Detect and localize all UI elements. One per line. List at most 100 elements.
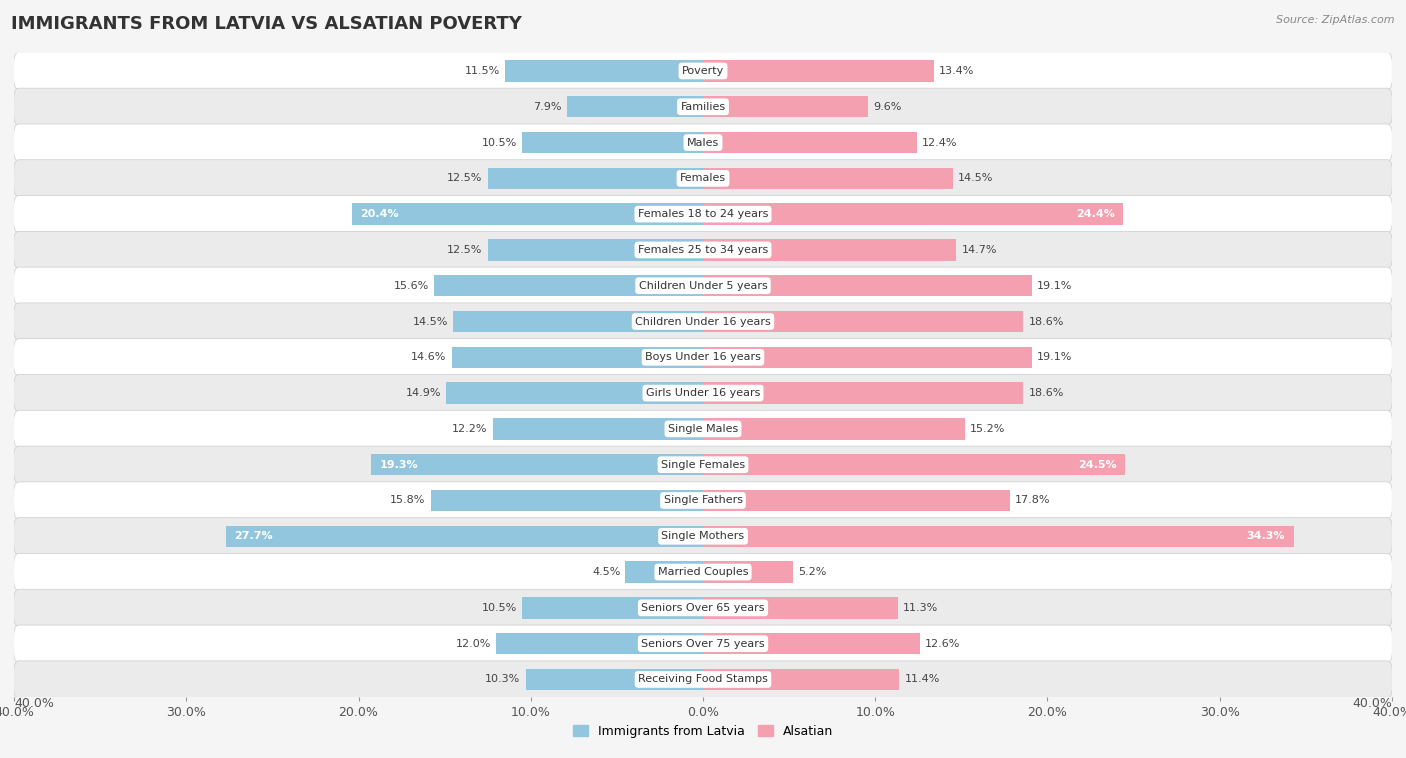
Bar (567, 96, 703, 117)
Text: 4.5%: 4.5% (592, 567, 620, 577)
FancyBboxPatch shape (14, 410, 1392, 447)
Text: 14.5%: 14.5% (957, 174, 993, 183)
Bar (522, 597, 703, 619)
FancyBboxPatch shape (14, 374, 1392, 412)
Bar (703, 525, 1294, 547)
FancyBboxPatch shape (14, 124, 1392, 161)
Bar (703, 132, 917, 153)
Text: Families: Families (681, 102, 725, 111)
Text: 15.2%: 15.2% (970, 424, 1005, 434)
Legend: Immigrants from Latvia, Alsatian: Immigrants from Latvia, Alsatian (568, 719, 838, 743)
Text: Single Females: Single Females (661, 459, 745, 470)
Bar (226, 525, 703, 547)
Text: 27.7%: 27.7% (235, 531, 273, 541)
Text: Poverty: Poverty (682, 66, 724, 76)
FancyBboxPatch shape (14, 625, 1392, 662)
Text: IMMIGRANTS FROM LATVIA VS ALSATIAN POVERTY: IMMIGRANTS FROM LATVIA VS ALSATIAN POVER… (11, 15, 522, 33)
Text: Males: Males (688, 137, 718, 148)
Text: 12.6%: 12.6% (925, 639, 960, 649)
Text: 12.0%: 12.0% (456, 639, 491, 649)
Text: 15.8%: 15.8% (391, 496, 426, 506)
Text: 40.0%: 40.0% (14, 697, 53, 710)
FancyBboxPatch shape (14, 88, 1392, 125)
FancyBboxPatch shape (14, 553, 1392, 590)
Text: Females 18 to 24 years: Females 18 to 24 years (638, 209, 768, 219)
Text: 14.6%: 14.6% (411, 352, 446, 362)
FancyBboxPatch shape (14, 196, 1392, 233)
FancyBboxPatch shape (14, 267, 1392, 304)
Text: Females 25 to 34 years: Females 25 to 34 years (638, 245, 768, 255)
Bar (703, 346, 1032, 368)
Text: 17.8%: 17.8% (1015, 496, 1050, 506)
Bar (703, 60, 934, 82)
Bar (505, 60, 703, 82)
Bar (703, 240, 956, 261)
Bar (703, 275, 1032, 296)
Bar (703, 418, 965, 440)
Text: 19.3%: 19.3% (380, 459, 418, 470)
FancyBboxPatch shape (14, 518, 1392, 555)
Text: Single Fathers: Single Fathers (664, 496, 742, 506)
Bar (526, 669, 703, 691)
Bar (703, 669, 900, 691)
Text: 34.3%: 34.3% (1247, 531, 1285, 541)
Text: Married Couples: Married Couples (658, 567, 748, 577)
Text: 18.6%: 18.6% (1029, 317, 1064, 327)
Text: 13.4%: 13.4% (939, 66, 974, 76)
Text: 12.5%: 12.5% (447, 245, 482, 255)
Text: 24.4%: 24.4% (1076, 209, 1115, 219)
FancyBboxPatch shape (14, 446, 1392, 484)
FancyBboxPatch shape (14, 160, 1392, 197)
Text: 11.3%: 11.3% (903, 603, 938, 613)
Text: 14.5%: 14.5% (413, 317, 449, 327)
Text: 11.5%: 11.5% (464, 66, 499, 76)
Bar (371, 454, 703, 475)
Bar (430, 490, 703, 511)
Text: 19.1%: 19.1% (1038, 280, 1073, 291)
Bar (703, 96, 869, 117)
Bar (488, 168, 703, 189)
Bar (451, 346, 703, 368)
Bar (446, 382, 703, 404)
FancyBboxPatch shape (14, 589, 1392, 626)
Text: 7.9%: 7.9% (533, 102, 562, 111)
Text: Seniors Over 65 years: Seniors Over 65 years (641, 603, 765, 613)
Text: Females: Females (681, 174, 725, 183)
Text: Seniors Over 75 years: Seniors Over 75 years (641, 639, 765, 649)
Text: 9.6%: 9.6% (873, 102, 901, 111)
Bar (703, 168, 953, 189)
Text: Single Mothers: Single Mothers (661, 531, 745, 541)
Text: 12.4%: 12.4% (922, 137, 957, 148)
Text: Single Males: Single Males (668, 424, 738, 434)
Text: Children Under 5 years: Children Under 5 years (638, 280, 768, 291)
Text: Boys Under 16 years: Boys Under 16 years (645, 352, 761, 362)
Text: 5.2%: 5.2% (797, 567, 827, 577)
Bar (626, 562, 703, 583)
FancyBboxPatch shape (14, 482, 1392, 519)
Text: 12.2%: 12.2% (453, 424, 488, 434)
Bar (703, 311, 1024, 332)
Text: 12.5%: 12.5% (447, 174, 482, 183)
Text: 10.5%: 10.5% (482, 137, 517, 148)
Bar (703, 490, 1010, 511)
Text: 24.5%: 24.5% (1078, 459, 1116, 470)
Bar (488, 240, 703, 261)
Text: 20.4%: 20.4% (360, 209, 399, 219)
Text: 19.1%: 19.1% (1038, 352, 1073, 362)
Bar (522, 132, 703, 153)
FancyBboxPatch shape (14, 339, 1392, 376)
Bar (352, 203, 703, 225)
FancyBboxPatch shape (14, 52, 1392, 89)
Bar (703, 633, 920, 654)
Text: 10.3%: 10.3% (485, 675, 520, 684)
Bar (703, 454, 1125, 475)
Bar (434, 275, 703, 296)
Text: 15.6%: 15.6% (394, 280, 429, 291)
Bar (496, 633, 703, 654)
Text: Source: ZipAtlas.com: Source: ZipAtlas.com (1277, 15, 1395, 25)
Text: 18.6%: 18.6% (1029, 388, 1064, 398)
Text: Girls Under 16 years: Girls Under 16 years (645, 388, 761, 398)
Bar (494, 418, 703, 440)
Text: 14.9%: 14.9% (406, 388, 441, 398)
Bar (703, 562, 793, 583)
